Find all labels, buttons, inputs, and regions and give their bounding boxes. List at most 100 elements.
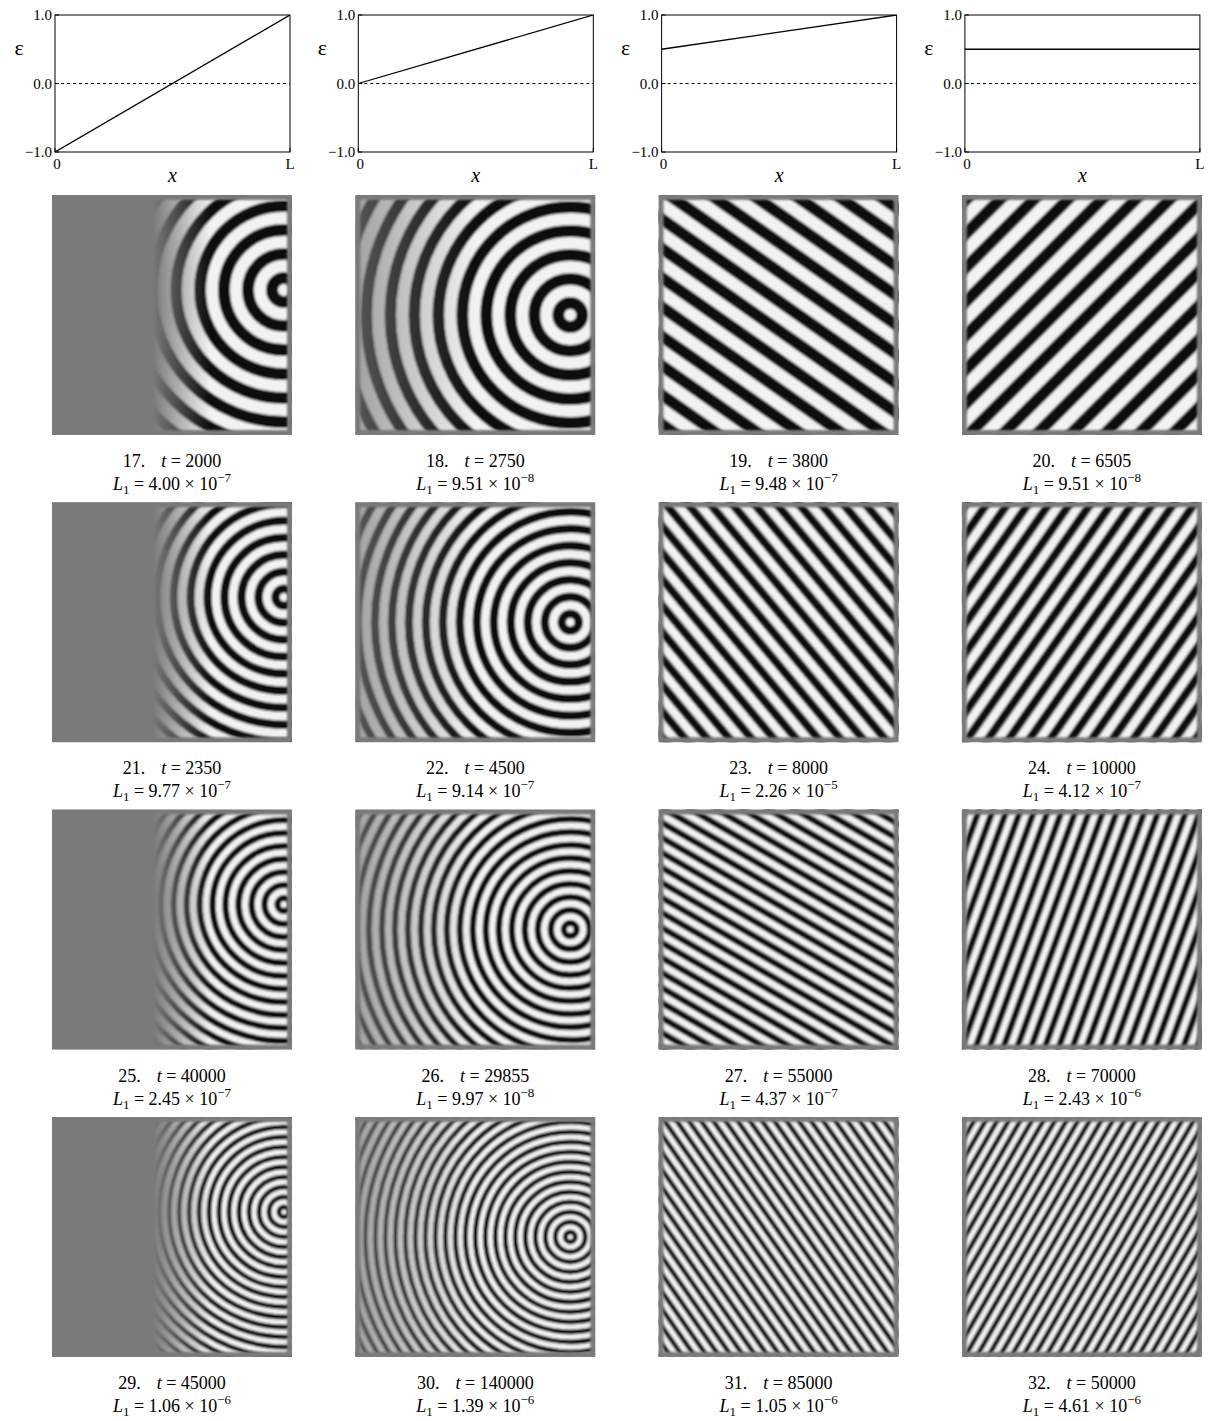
y-tick-label: 1.0 xyxy=(33,7,52,23)
roll xyxy=(477,529,596,716)
roll xyxy=(52,502,292,742)
rim xyxy=(357,504,593,740)
panel-number: 26. xyxy=(421,1066,444,1086)
panel-number: 23. xyxy=(729,758,752,778)
roll xyxy=(462,207,595,423)
roll xyxy=(356,810,596,1050)
caption-line: 24.t = 10000 xyxy=(1028,758,1136,778)
x-tick xyxy=(358,148,359,152)
caption-line: L1 = 4.00 × 10−7 xyxy=(112,470,232,497)
t-value: 45000 xyxy=(181,1373,226,1393)
roll xyxy=(52,1117,292,1357)
roll xyxy=(52,1117,292,1357)
exponent: −7 xyxy=(1127,777,1141,792)
caption-line: L1 = 1.39 × 10−6 xyxy=(415,1392,535,1419)
series-line xyxy=(55,15,290,152)
L-symbol: L xyxy=(112,781,123,801)
y-tick xyxy=(662,83,666,84)
t-value: 2350 xyxy=(185,758,221,778)
roll xyxy=(475,1142,595,1332)
equals: = xyxy=(736,781,755,801)
y-tick xyxy=(358,15,362,16)
pattern-image xyxy=(659,502,899,742)
roll xyxy=(355,810,595,1050)
figure: −1.00.01.00Lxε−1.00.01.00Lxε−1.00.01.00L… xyxy=(0,0,1212,1421)
stripe-fill xyxy=(659,1117,899,1357)
y-tick-label: −1.0 xyxy=(935,144,962,160)
y-tick-label: 0.0 xyxy=(943,76,962,92)
L-symbol: L xyxy=(415,1089,426,1109)
x-tick-label: L xyxy=(589,156,598,172)
caption-line: 17.t = 2000 xyxy=(123,451,222,471)
roll xyxy=(355,810,595,1050)
roll xyxy=(128,195,292,435)
roll xyxy=(159,1117,292,1337)
mantissa: 9.48 xyxy=(755,474,787,494)
times: × xyxy=(787,781,806,801)
panel-number: 29. xyxy=(118,1373,141,1393)
roll xyxy=(56,195,292,435)
x-tick xyxy=(593,148,594,152)
mantissa: 2.26 xyxy=(755,781,787,801)
roll xyxy=(355,1117,595,1357)
stripes xyxy=(355,810,595,1050)
pattern-image xyxy=(659,810,899,1050)
rim xyxy=(661,1119,897,1355)
roll xyxy=(355,502,595,742)
roll xyxy=(551,910,590,949)
roll xyxy=(355,502,595,742)
panel-number: 31. xyxy=(725,1373,748,1393)
base: 10 xyxy=(1109,781,1127,801)
roll xyxy=(355,1117,595,1357)
y-axis-title: ε xyxy=(924,35,933,60)
t-value: 2750 xyxy=(489,451,525,471)
mantissa: 9.14 xyxy=(452,781,484,801)
roll xyxy=(106,502,293,742)
roll xyxy=(355,195,595,435)
panel-number: 22. xyxy=(426,758,449,778)
roll xyxy=(70,810,293,1050)
caption-line: 22.t = 4500 xyxy=(426,758,525,778)
roll xyxy=(355,810,595,1050)
roll xyxy=(355,1117,595,1357)
L-symbol: L xyxy=(719,1089,730,1109)
caption-line: L1 = 2.26 × 10−5 xyxy=(719,777,838,804)
rim xyxy=(661,197,897,433)
roll xyxy=(355,1117,595,1357)
roll xyxy=(358,502,596,742)
x-tick-label: L xyxy=(1195,156,1204,172)
series-group xyxy=(662,15,897,84)
t-value: 8000 xyxy=(792,758,828,778)
roll xyxy=(355,502,595,742)
roll xyxy=(52,1117,292,1357)
rim xyxy=(357,1119,593,1355)
roll xyxy=(355,810,595,1050)
pattern-panel xyxy=(942,175,1212,455)
pattern-panel xyxy=(639,1097,919,1377)
L-symbol: L xyxy=(719,474,730,494)
roll xyxy=(200,206,292,374)
roll xyxy=(259,572,293,623)
equals: = xyxy=(433,474,452,494)
L-symbol: L xyxy=(112,474,123,494)
roll xyxy=(495,1162,595,1312)
roll xyxy=(355,810,595,1050)
roll xyxy=(69,1117,292,1357)
equals: = xyxy=(166,451,185,471)
roll xyxy=(447,810,596,1050)
equals: = xyxy=(773,758,792,778)
roll xyxy=(52,810,292,1050)
y-tick-label: 1.0 xyxy=(640,7,659,23)
series-line xyxy=(358,15,593,84)
y-tick-label: 0.0 xyxy=(33,76,52,92)
roll xyxy=(52,810,292,1050)
rim xyxy=(54,812,290,1048)
roll xyxy=(80,195,292,435)
roll xyxy=(355,810,595,1050)
equals: = xyxy=(433,1089,452,1109)
stripes xyxy=(962,810,1202,1050)
pattern-image xyxy=(355,1117,595,1357)
exponent: −7 xyxy=(824,470,838,485)
x-tick-label: L xyxy=(285,156,294,172)
roll xyxy=(434,810,596,1050)
